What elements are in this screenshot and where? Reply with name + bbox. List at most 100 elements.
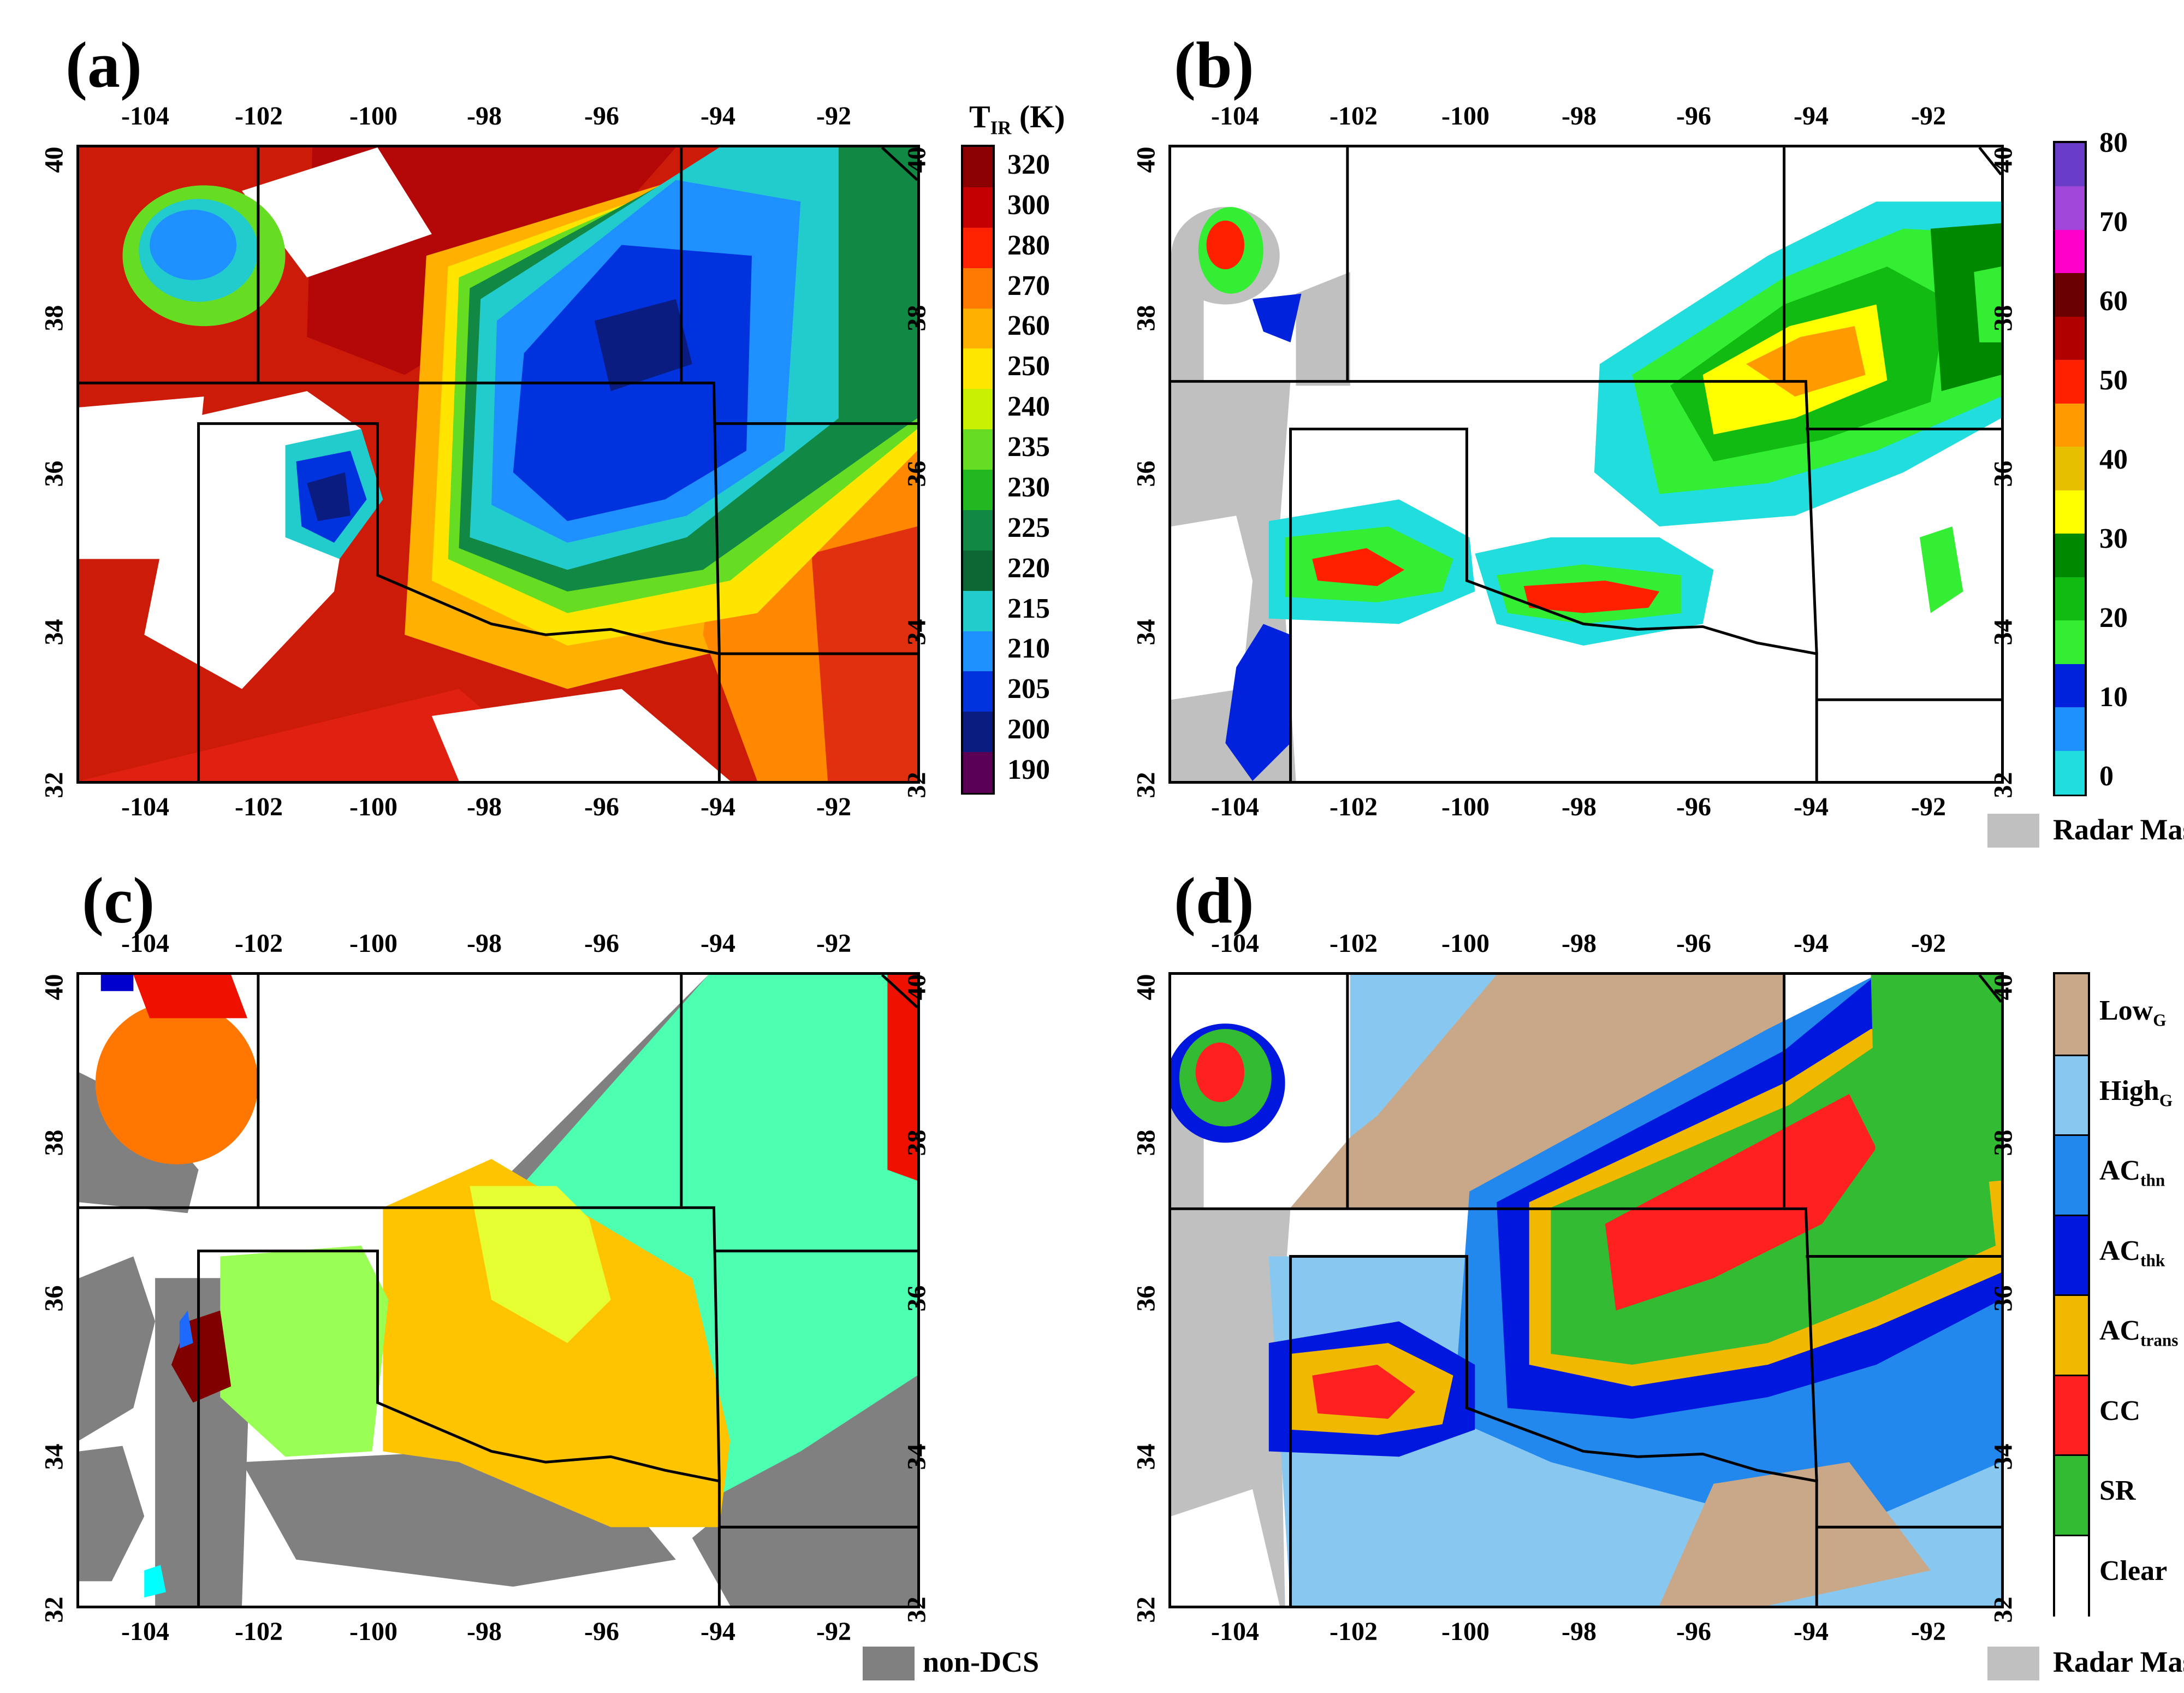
lon-tick-bottom-a: -100: [349, 792, 397, 821]
lat-tick-left-c: 32: [39, 1596, 69, 1623]
legend-b-swatch: [2055, 490, 2085, 535]
non-dcs-label: non-DCS: [923, 1645, 1040, 1678]
legend-b-swatch: [2055, 229, 2085, 274]
lon-tick-bottom-a: -104: [121, 792, 169, 821]
legend-b-label: 30: [2099, 523, 2128, 554]
panel-a-map: [76, 145, 920, 784]
lon-tick-bottom-d: -92: [1911, 1617, 1946, 1646]
lat-tick-left-b: 34: [1131, 619, 1161, 646]
lon-tick-bottom-d: -102: [1330, 1617, 1378, 1646]
lat-tick-right-c: 36: [902, 1285, 931, 1312]
legend-b-swatch: [2055, 316, 2085, 361]
legend-a-swatch: [963, 550, 993, 591]
lon-tick-bottom-d: -100: [1441, 1617, 1489, 1646]
legend-a-label: 235: [1007, 431, 1050, 463]
lon-tick-top-a: -104: [121, 102, 169, 131]
legend-b-swatch: [2055, 577, 2085, 621]
legend-a-label: 210: [1007, 633, 1050, 665]
radar-mask-label: Radar Mask: [2053, 813, 2184, 846]
legend-a-swatch: [963, 308, 993, 350]
legend-a-swatch: [963, 671, 993, 713]
legend-b-label: 70: [2099, 206, 2128, 238]
lat-tick-right-a: 32: [902, 772, 931, 798]
legend-b-swatch: [2055, 186, 2085, 230]
lat-tick-left-d: 38: [1131, 1129, 1161, 1156]
legend-b-label: 20: [2099, 602, 2128, 634]
dcs-tracking-field: [79, 975, 917, 1606]
legend-a-swatch: [963, 187, 993, 228]
lon-tick-bottom-b: -92: [1911, 792, 1946, 821]
lon-tick-top-a: -96: [584, 102, 619, 131]
lon-tick-top-b: -94: [1794, 102, 1829, 131]
radar-mask-swatch-d: [1987, 1647, 2039, 1680]
lat-tick-left-d: 32: [1131, 1596, 1161, 1623]
lon-tick-bottom-b: -100: [1441, 792, 1489, 821]
legend-b-swatch: [2055, 360, 2085, 404]
legend-a-label: 270: [1007, 270, 1050, 301]
lon-tick-top-d: -104: [1211, 929, 1259, 958]
lon-tick-top-c: -104: [121, 929, 169, 958]
lon-tick-top-d: -98: [1562, 929, 1597, 958]
legend-b-colorbar: [2053, 141, 2087, 796]
legend-d-swatch: [2055, 1214, 2088, 1297]
legend-d-swatch: [2055, 1294, 2088, 1377]
legend-a-label: 220: [1007, 552, 1050, 584]
lon-tick-bottom-a: -102: [235, 792, 283, 821]
lon-tick-top-b: -96: [1676, 102, 1711, 131]
lat-tick-left-d: 36: [1131, 1285, 1161, 1312]
lat-tick-right-d: 34: [1989, 1443, 2018, 1470]
lon-tick-top-d: -96: [1676, 929, 1711, 958]
legend-a-label: 280: [1007, 229, 1050, 261]
lat-tick-left-c: 40: [39, 974, 69, 1001]
lat-tick-left-d: 34: [1131, 1443, 1161, 1470]
legend-a-label: 230: [1007, 471, 1050, 503]
legend-b-swatch: [2055, 143, 2085, 187]
legend-a-swatch: [963, 712, 993, 753]
legend-d-colorbar: [2053, 972, 2090, 1617]
legend-a-label: 300: [1007, 189, 1050, 221]
legend-d-swatch: [2055, 1054, 2088, 1136]
lat-tick-right-c: 38: [902, 1129, 931, 1156]
legend-d-swatch: [2055, 974, 2088, 1055]
lon-tick-top-d: -100: [1441, 929, 1489, 958]
lat-tick-left-b: 38: [1131, 305, 1161, 332]
legend-d-swatch: [2055, 1374, 2088, 1457]
lat-tick-left-a: 34: [39, 619, 69, 646]
lon-tick-bottom-c: -104: [121, 1617, 169, 1646]
legend-b-swatch: [2055, 273, 2085, 317]
cloud-classification-field: [1171, 975, 2001, 1606]
non-dcs-swatch: [863, 1647, 915, 1680]
lon-tick-top-c: -100: [349, 929, 397, 958]
legend-a-title: TIR (K): [969, 99, 1065, 139]
legend-d-label: SR: [2099, 1475, 2136, 1507]
legend-b-swatch: [2055, 403, 2085, 448]
legend-a-colorbar: [961, 145, 995, 795]
lon-tick-bottom-b: -104: [1211, 792, 1259, 821]
legend-b-swatch: [2055, 707, 2085, 751]
lon-tick-bottom-a: -94: [701, 792, 735, 821]
lon-tick-bottom-d: -96: [1676, 1617, 1711, 1646]
lat-tick-left-b: 40: [1131, 146, 1161, 173]
legend-d-label: LowG: [2099, 995, 2167, 1030]
lon-tick-top-b: -104: [1211, 102, 1259, 131]
lat-tick-right-c: 40: [902, 974, 931, 1001]
legend-a-swatch: [963, 429, 993, 470]
lon-tick-bottom-c: -98: [467, 1617, 502, 1646]
lat-tick-left-a: 32: [39, 772, 69, 798]
legend-a-swatch: [963, 590, 993, 632]
lat-tick-left-b: 32: [1131, 772, 1161, 798]
lon-tick-bottom-b: -94: [1794, 792, 1829, 821]
legend-a-label: 190: [1007, 754, 1050, 786]
legend-d-label: Clear: [2099, 1555, 2168, 1587]
lon-tick-bottom-d: -98: [1562, 1617, 1597, 1646]
panel-b-label: (b): [1174, 28, 1254, 101]
lat-tick-right-b: 40: [1989, 146, 2018, 173]
lon-tick-top-c: -98: [467, 929, 502, 958]
panel-c-label: (c): [82, 864, 155, 937]
lat-tick-right-b: 36: [1989, 460, 2018, 487]
legend-a-label: 200: [1007, 714, 1050, 745]
lon-tick-bottom-c: -94: [701, 1617, 735, 1646]
lon-tick-bottom-d: -104: [1211, 1617, 1259, 1646]
lat-tick-right-c: 32: [902, 1596, 931, 1623]
legend-a-label: 320: [1007, 149, 1050, 180]
